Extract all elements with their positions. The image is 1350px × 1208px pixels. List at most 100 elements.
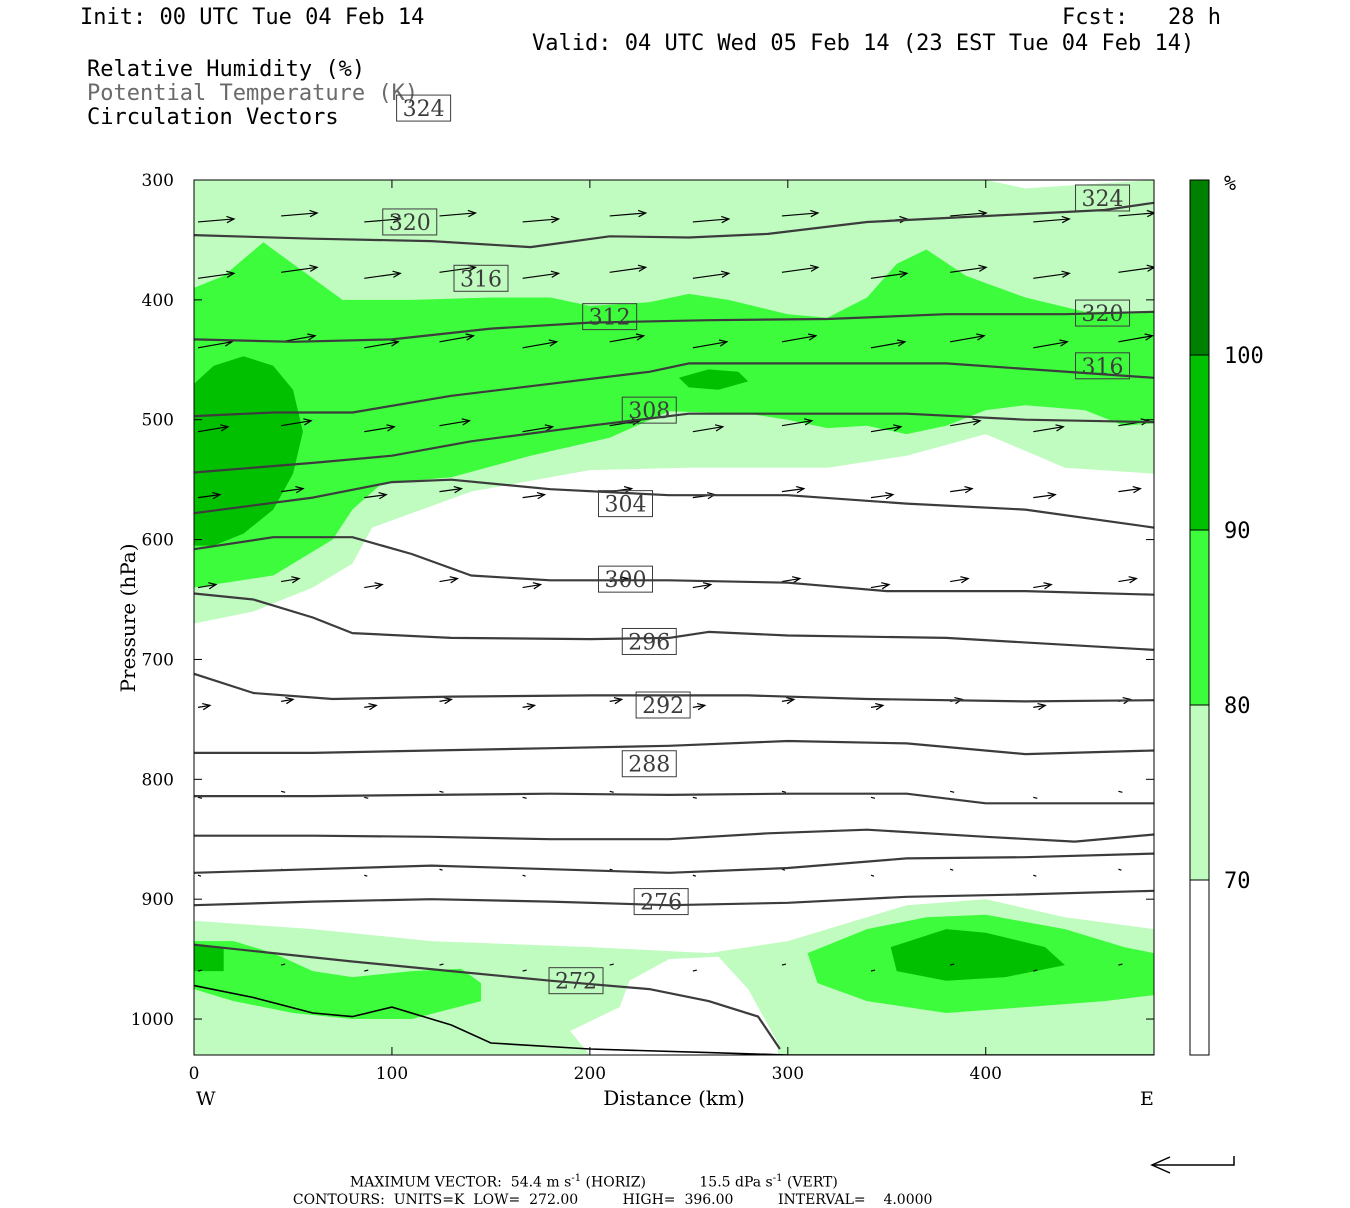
circulation-vector xyxy=(692,969,697,972)
y-tick-label: 400 xyxy=(142,291,174,311)
vector-arrowhead xyxy=(548,339,559,347)
circulation-vector xyxy=(197,874,202,877)
contour-labels: 272 276 288 292 296 300 304 308 312 316 316 320 320 3… xyxy=(382,94,1131,995)
vector-arrowhead xyxy=(392,215,402,224)
circulation-vector xyxy=(522,218,559,223)
terrain-line xyxy=(194,984,1154,1055)
circulation-vector xyxy=(281,488,304,493)
circulation-vector xyxy=(522,272,559,279)
contour-label-276: 276 xyxy=(640,891,682,916)
circulation-vector xyxy=(781,420,813,427)
vector-arrowhead xyxy=(637,264,648,272)
contour-label-308: 308 xyxy=(628,399,670,424)
rh-90-100-core xyxy=(194,356,303,546)
contour-label-right-316-box xyxy=(1075,352,1131,380)
theta-contour-312 xyxy=(194,412,1154,474)
rh-80-90-upper xyxy=(194,242,1154,588)
contour-label-272-box xyxy=(548,967,604,995)
plot-frame xyxy=(193,179,1155,1056)
circulation-vector xyxy=(1118,488,1141,493)
circulation-vector xyxy=(364,272,401,279)
circulation-vector xyxy=(949,868,954,871)
theta-contours xyxy=(194,201,1154,1055)
circulation-vector xyxy=(950,963,955,966)
vector-arrowhead xyxy=(1140,418,1150,426)
circulation-vector xyxy=(781,335,817,343)
vector-arrowhead xyxy=(881,582,891,590)
colorbar-label: 70 xyxy=(1224,869,1251,894)
circulation-vector xyxy=(522,494,545,499)
circulation-vector xyxy=(197,426,229,433)
circulation-vector xyxy=(1118,790,1123,793)
vector-arrowhead xyxy=(897,339,907,347)
field-relative-humidity: Relative Humidity (%) xyxy=(87,57,366,82)
circulation-vector xyxy=(1118,868,1122,871)
theta-contour-296 xyxy=(194,672,1154,703)
theta-contour-272 xyxy=(194,943,781,1050)
contours-label: CONTOURS: xyxy=(292,1192,385,1208)
vector-arrowhead xyxy=(796,485,806,494)
y-tick-label: 900 xyxy=(142,890,174,910)
circulation-vector xyxy=(870,874,875,877)
y-tick-label: 1000 xyxy=(131,1010,174,1030)
reference-vector-arrow xyxy=(1150,1156,1235,1174)
theta-contour-316 xyxy=(194,362,1154,418)
init-time: Init: 00 UTC Tue 04 Feb 14 xyxy=(80,5,425,30)
forecast-label: Fcst: xyxy=(1062,5,1129,30)
max-vector-line: MAXIMUM VECTOR: 54.4 m s-1 (HORIZ) 15.5 … xyxy=(341,1157,838,1191)
rh-dry-patch xyxy=(570,956,778,1055)
circulation-vector xyxy=(1118,335,1153,343)
circulation-vector xyxy=(364,874,368,877)
circulation-vector xyxy=(692,426,723,433)
vector-arrowhead xyxy=(226,215,236,224)
contour-label-300: 300 xyxy=(605,568,647,593)
colorbar-segment xyxy=(1190,705,1209,880)
vector-arrowhead xyxy=(202,702,212,711)
reference-vector-line xyxy=(1152,1156,1235,1166)
vector-arrowhead xyxy=(976,333,986,341)
field-circulation-vectors: Circulation Vectors xyxy=(87,105,339,130)
max-vector-vert-units: dPa s xyxy=(735,1174,773,1191)
contour-label-272: 272 xyxy=(555,970,597,995)
circulation-vector xyxy=(439,577,458,583)
vector-arrowhead xyxy=(378,491,388,500)
vector-arrowhead xyxy=(623,485,634,494)
vector-arrowhead xyxy=(220,424,230,432)
colorbar-frame xyxy=(1189,179,1210,1056)
x-axis-label: Distance (km) xyxy=(603,1086,745,1110)
theta-contour-276 xyxy=(194,889,1154,907)
vector-arrowhead xyxy=(1146,264,1154,272)
circulation-vector xyxy=(522,583,541,589)
vector-arrowhead xyxy=(1061,215,1071,224)
vector-arrowhead xyxy=(714,424,725,432)
vector-arrowhead xyxy=(526,702,537,711)
vector-arrowhead xyxy=(637,209,648,218)
circulation-vector xyxy=(870,969,876,972)
vector-arrowhead xyxy=(392,270,402,278)
circulation-vector xyxy=(950,790,955,793)
circulation-vector xyxy=(439,698,452,702)
circulation-vector xyxy=(364,341,399,349)
circulation-vector xyxy=(692,796,697,799)
circulation-vector xyxy=(197,218,235,223)
circulation-vector xyxy=(439,212,476,217)
vector-arrowhead xyxy=(964,485,974,494)
circulation-vector xyxy=(1033,874,1037,877)
circulation-vector xyxy=(281,266,318,273)
circulation-vector xyxy=(522,796,527,799)
theta-contour-284 xyxy=(194,828,1154,843)
circulation-vector xyxy=(1033,494,1056,499)
circulation-vector xyxy=(1033,341,1068,349)
contour-label-right-316: 316 xyxy=(1082,355,1124,380)
vector-arrowhead xyxy=(720,270,731,278)
circulation-vector xyxy=(439,420,470,427)
forecast-hour: 28 h xyxy=(1168,5,1221,30)
circulation-vector xyxy=(1118,266,1154,273)
colorbar-segment xyxy=(1190,530,1209,705)
contour-label-324: 324 xyxy=(403,97,445,122)
vector-arrowhead xyxy=(536,491,547,500)
vector-arrowhead xyxy=(291,576,301,584)
theta-contour-308 xyxy=(194,478,1154,529)
vector-arrowhead xyxy=(295,485,305,494)
circulation-vector xyxy=(950,335,985,343)
